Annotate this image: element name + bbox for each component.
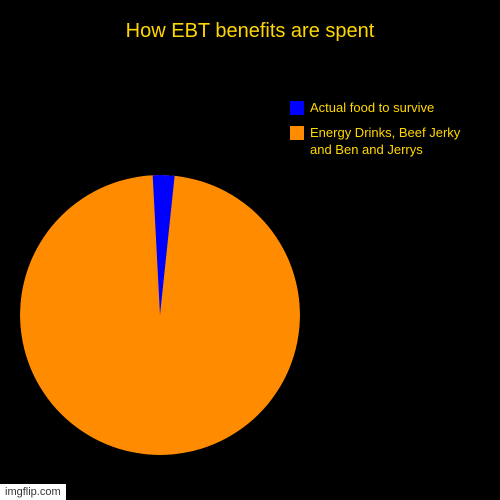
legend-swatch-1: [290, 126, 304, 140]
legend-label-1: Energy Drinks, Beef Jerky and Ben and Je…: [310, 125, 485, 159]
pie-chart: [20, 175, 300, 455]
pie-svg: [20, 175, 300, 455]
legend-item-1: Energy Drinks, Beef Jerky and Ben and Je…: [290, 125, 485, 159]
chart-title: How EBT benefits are spent: [0, 20, 500, 43]
legend-label-0: Actual food to survive: [310, 100, 434, 117]
legend-item-0: Actual food to survive: [290, 100, 485, 117]
legend: Actual food to survive Energy Drinks, Be…: [290, 100, 485, 167]
legend-swatch-0: [290, 101, 304, 115]
watermark: imgflip.com: [0, 484, 66, 500]
